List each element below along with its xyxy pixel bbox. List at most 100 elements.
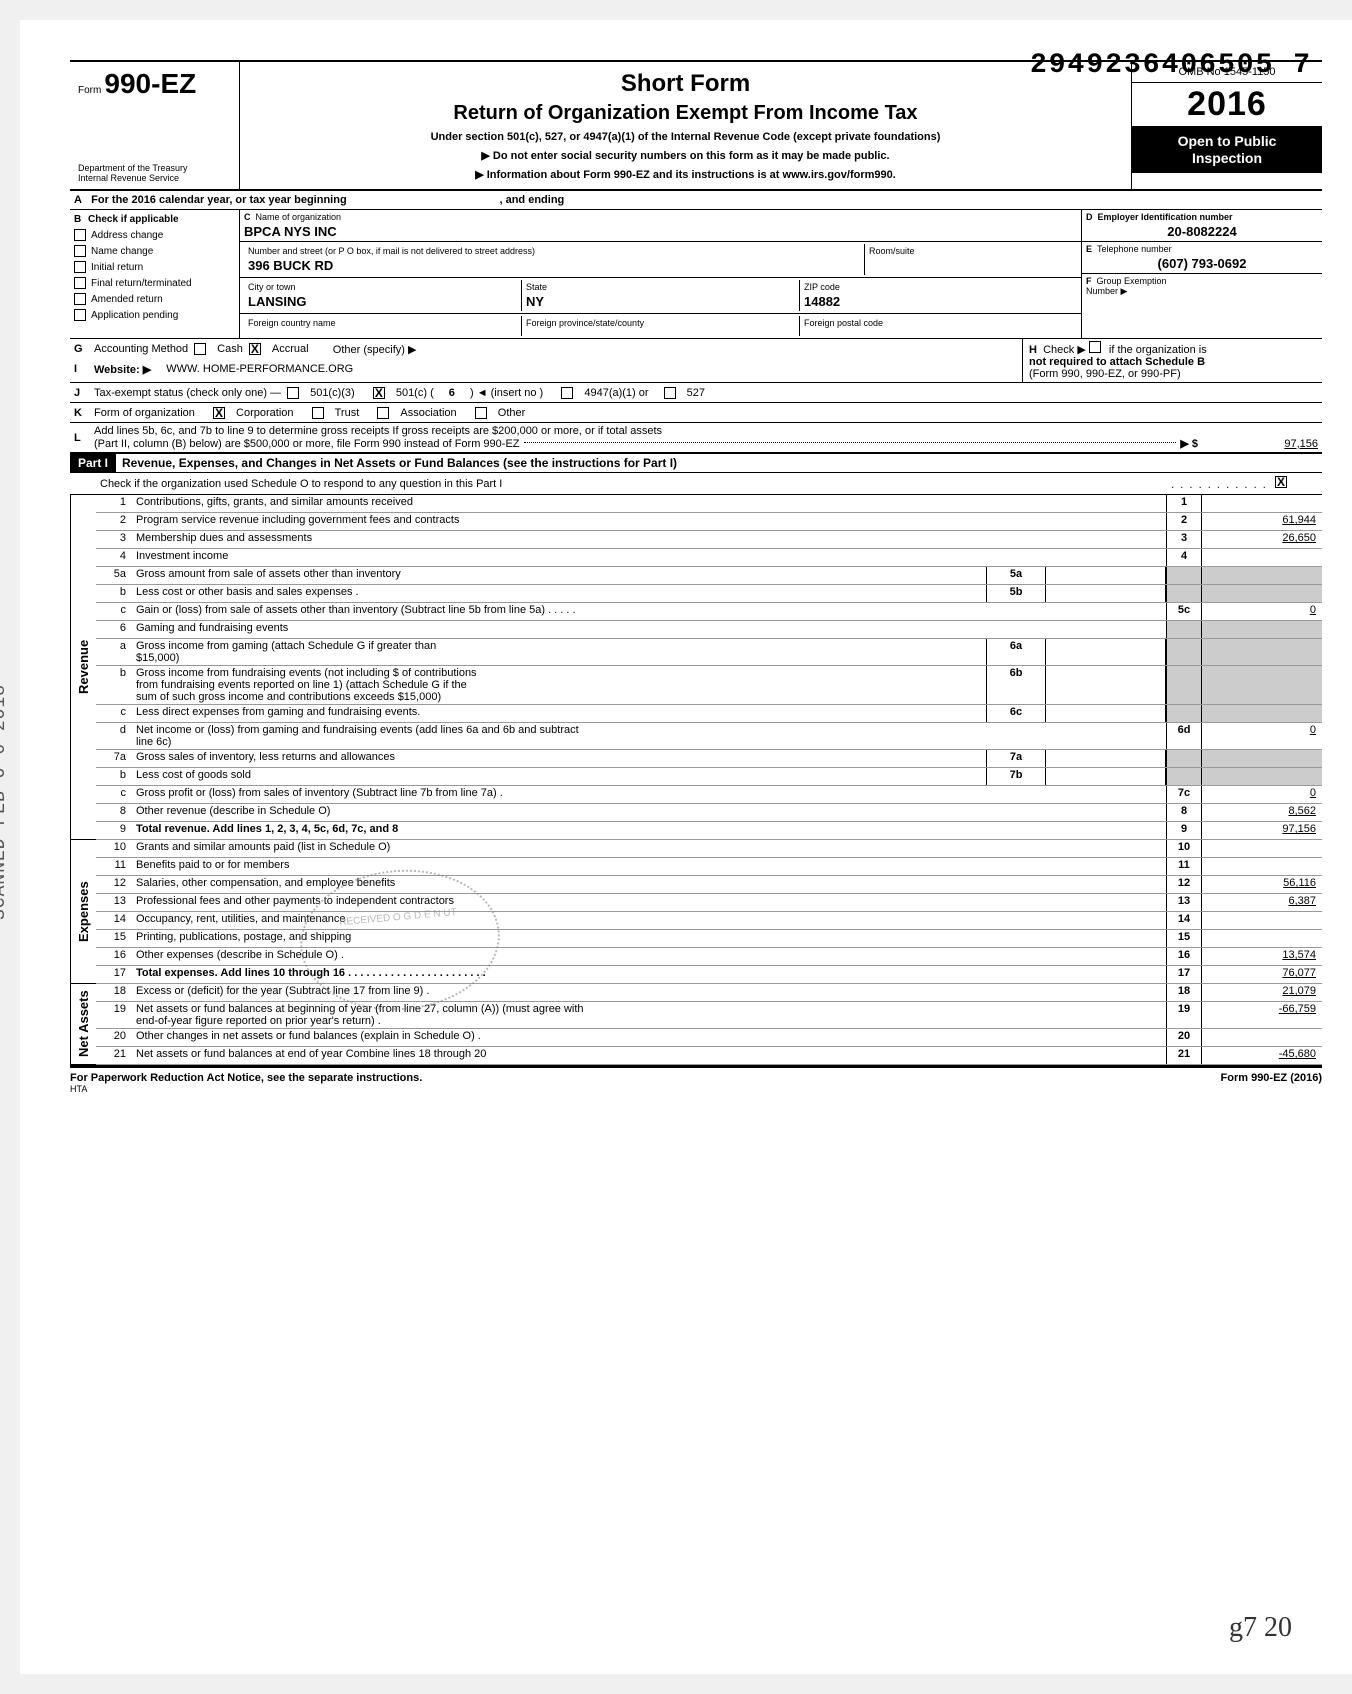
chk-501c[interactable] (373, 387, 385, 399)
amount-value: 0 (1202, 603, 1322, 620)
mid-col: 5a (986, 567, 1046, 584)
amount-value (1202, 639, 1322, 665)
mid-val (1046, 750, 1166, 767)
fin-row-16: 16Other expenses (describe in Schedule O… (96, 948, 1322, 966)
amount-value: 13,574 (1202, 948, 1322, 965)
amount-value (1202, 1029, 1322, 1046)
line-desc: Investment income (132, 549, 1166, 566)
line-number: b (96, 768, 132, 785)
line-desc: Other changes in net assets or fund bala… (132, 1029, 1166, 1046)
form-page: 2949236406505 7 SCANNED FEB 0 6 2018 For… (20, 20, 1352, 1674)
line-desc: Membership dues and assessments (132, 531, 1166, 548)
line-number: 19 (96, 1002, 132, 1028)
line-desc: Net assets or fund balances at end of ye… (132, 1047, 1166, 1064)
chk-schedule-o[interactable] (1275, 476, 1287, 488)
fin-row-18: 18Excess or (deficit) for the year (Subt… (96, 984, 1322, 1002)
line-desc: Gross sales of inventory, less returns a… (132, 750, 986, 767)
fin-row-b: bLess cost of goods sold7b (96, 768, 1322, 786)
amount-value: -45,680 (1202, 1047, 1322, 1064)
mid-val (1046, 666, 1166, 704)
amount-col-num (1166, 768, 1202, 785)
line-desc: Printing, publications, postage, and shi… (132, 930, 1166, 947)
fin-row-d: dNet income or (loss) from gaming and fu… (96, 723, 1322, 750)
amount-value (1202, 840, 1322, 857)
amount-col-num: 1 (1166, 495, 1202, 512)
chk-501c3[interactable] (287, 387, 299, 399)
line-desc: Gain or (loss) from sale of assets other… (132, 603, 1166, 620)
chk-corporation[interactable] (213, 407, 225, 419)
fin-row-6: 6Gaming and fundraising events (96, 621, 1322, 639)
line-desc: Contributions, gifts, grants, and simila… (132, 495, 1166, 512)
chk-cash[interactable] (194, 343, 206, 355)
expenses-label: Expenses (70, 840, 96, 984)
chk-address-change[interactable]: Address change (70, 227, 239, 243)
title-main: Return of Organization Exempt From Incom… (250, 102, 1121, 125)
org-city: LANSING (248, 294, 517, 309)
row-a: A For the 2016 calendar year, or tax yea… (70, 191, 1322, 210)
line-desc: Net assets or fund balances at beginning… (132, 1002, 1166, 1028)
amount-col-num: 6d (1166, 723, 1202, 749)
line-desc: Gross profit or (loss) from sales of inv… (132, 786, 1166, 803)
fin-row-c: cGross profit or (loss) from sales of in… (96, 786, 1322, 804)
line-k: K Form of organization Corporation Trust… (70, 403, 1322, 423)
expenses-group: Expenses 10Grants and similar amounts pa… (70, 840, 1322, 984)
line-desc: Other revenue (describe in Schedule O) (132, 804, 1166, 821)
tel-value: (607) 793-0692 (1086, 256, 1318, 271)
line-desc: Less cost or other basis and sales expen… (132, 585, 986, 602)
amount-value (1202, 666, 1322, 704)
line-number: 16 (96, 948, 132, 965)
mid-val (1046, 705, 1166, 722)
part1-header: Part I Revenue, Expenses, and Changes in… (70, 454, 1322, 473)
instr-line3: ▶ Information about Form 990-EZ and its … (250, 168, 1121, 181)
amount-col-num: 14 (1166, 912, 1202, 929)
chk-trust[interactable] (312, 407, 324, 419)
amount-col-num (1166, 750, 1202, 767)
chk-name-change[interactable]: Name change (70, 243, 239, 259)
amount-value: 8,562 (1202, 804, 1322, 821)
amount-value: -66,759 (1202, 1002, 1322, 1028)
line-number: 18 (96, 984, 132, 1001)
line-number: b (96, 666, 132, 704)
chk-4947[interactable] (561, 387, 573, 399)
chk-other-org[interactable] (475, 407, 487, 419)
chk-association[interactable] (377, 407, 389, 419)
fin-row-17: 17Total expenses. Add lines 10 through 1… (96, 966, 1322, 984)
fin-row-11: 11Benefits paid to or for members11 (96, 858, 1322, 876)
fin-row-9: 9Total revenue. Add lines 1, 2, 3, 4, 5c… (96, 822, 1322, 840)
chk-final-return[interactable]: Final return/terminated (70, 275, 239, 291)
tax-year: 2016 (1132, 83, 1322, 127)
chk-initial-return[interactable]: Initial return (70, 259, 239, 275)
mid-col: 5b (986, 585, 1046, 602)
line-number: 6 (96, 621, 132, 638)
amount-col-num (1166, 639, 1202, 665)
amount-col-num (1166, 585, 1202, 602)
chk-application-pending[interactable]: Application pending (70, 307, 239, 323)
amount-col-num: 16 (1166, 948, 1202, 965)
chk-h[interactable] (1089, 341, 1101, 353)
line-desc: Occupancy, rent, utilities, and maintena… (132, 912, 1166, 929)
amount-col-num: 5c (1166, 603, 1202, 620)
line-number: 9 (96, 822, 132, 839)
open-public-badge: Open to Public Inspection (1132, 127, 1322, 173)
org-state: NY (526, 294, 795, 309)
amount-col-num: 15 (1166, 930, 1202, 947)
line-desc: Salaries, other compensation, and employ… (132, 876, 1166, 893)
line-number: 7a (96, 750, 132, 767)
line-desc: Total expenses. Add lines 10 through 16 … (132, 966, 1166, 983)
chk-527[interactable] (664, 387, 676, 399)
fin-row-c: cGain or (loss) from sale of assets othe… (96, 603, 1322, 621)
line-number: c (96, 603, 132, 620)
mid-val (1046, 585, 1166, 602)
fin-row-21: 21Net assets or fund balances at end of … (96, 1047, 1322, 1065)
amount-value (1202, 621, 1322, 638)
amount-value (1202, 705, 1322, 722)
amount-col-num (1166, 567, 1202, 584)
line-number: 20 (96, 1029, 132, 1046)
fin-row-b: bGross income from fundraising events (n… (96, 666, 1322, 705)
chk-accrual[interactable] (249, 343, 261, 355)
chk-amended-return[interactable]: Amended return (70, 291, 239, 307)
line-number: 2 (96, 513, 132, 530)
fin-row-13: 13Professional fees and other payments t… (96, 894, 1322, 912)
footer-hta: HTA (70, 1084, 1322, 1094)
line-number: 1 (96, 495, 132, 512)
